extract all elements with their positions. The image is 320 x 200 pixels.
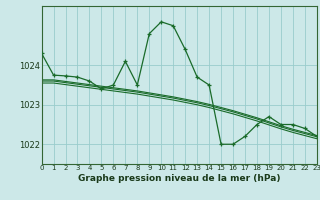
X-axis label: Graphe pression niveau de la mer (hPa): Graphe pression niveau de la mer (hPa) [78, 174, 280, 183]
